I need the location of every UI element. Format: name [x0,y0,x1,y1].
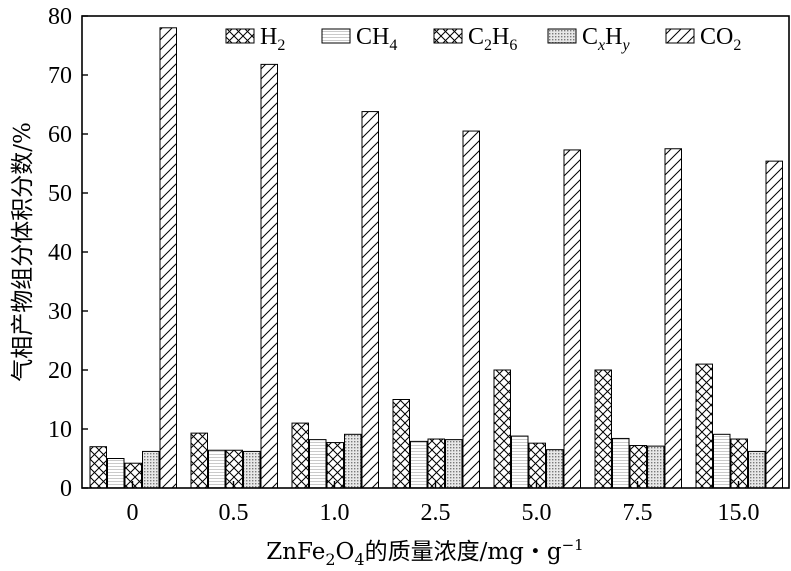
bar-CxHy-0 [142,450,160,489]
bar-CxHy-2.5 [445,439,463,489]
bar-C2H6-0 [124,462,142,489]
legend-swatch-CH4 [321,28,351,44]
y-tick-label: 70 [48,63,72,89]
x-axis-ticks: 0 0.5 1.0 2.5 5.0 7.5 15.0 [127,481,760,526]
bar-CO2-0.5 [260,63,278,489]
bar-C2H6-1.0 [326,442,344,489]
axes-box [81,15,790,489]
bar-CO2-5.0 [563,149,581,489]
y-tick-label: 80 [48,4,72,30]
bar-CH4-5.0 [511,435,529,489]
legend: H2 CH4 C2H6 CxHy CO2 [225,24,741,54]
bar-CxHy-7.5 [647,445,665,489]
y-tick-label: 20 [48,358,72,384]
legend-swatch-H2 [225,28,255,44]
legend-label-CH4: CH4 [356,24,397,54]
x-tick-label: 7.5 [623,500,653,526]
x-tick-label: 2.5 [421,500,451,526]
x-tick-label: 15.0 [718,500,760,526]
bar-H2-0.5 [190,432,208,489]
bar-C2H6-2.5 [427,438,445,489]
legend-swatch-CO2 [665,28,695,44]
bar-CO2-7.5 [664,148,682,489]
legend-label-CO2: CO2 [700,24,741,54]
bar-CxHy-0.5 [243,450,261,489]
bar-H2-15.0 [695,363,713,489]
bar-C2H6-5.0 [528,442,546,489]
x-tick-label: 0.5 [219,500,249,526]
bar-CH4-2.5 [410,440,428,489]
bar-C2H6-15.0 [730,438,748,489]
x-tick-label: 0 [127,500,139,526]
bar-CH4-15.0 [713,433,731,489]
x-axis-label: ZnFe2O4的质量浓度/mg・g−1 [266,536,583,569]
bar-CO2-15.0 [765,160,783,489]
bar-CxHy-5.0 [546,449,564,489]
bar-H2-1.0 [291,422,309,489]
y-tick-label: 40 [48,240,72,266]
bar-CxHy-1.0 [344,433,362,489]
y-tick-label: 60 [48,122,72,148]
bar-H2-0 [89,446,107,489]
x-tick-label: 5.0 [522,500,552,526]
y-tick-label: 50 [48,181,72,207]
bar-CO2-0 [159,27,177,489]
y-axis-ticks: 0 10 20 30 40 50 60 70 80 [48,4,88,502]
y-tick-label: 10 [48,417,72,443]
bar-CO2-2.5 [462,130,480,489]
x-tick-label: 1.0 [320,500,350,526]
bar-CH4-7.5 [612,437,630,489]
bar-H2-7.5 [594,369,612,489]
y-axis-label: 气相产物组分体积分数/% [10,122,36,382]
bar-H2-2.5 [392,399,410,489]
y-tick-label: 30 [48,299,72,325]
bars-layer [89,27,783,489]
bar-C2H6-7.5 [629,445,647,489]
bar-CxHy-15.0 [748,450,766,489]
bar-CH4-0.5 [208,449,226,489]
legend-label-H2: H2 [260,24,285,54]
legend-label-C2H6: C2H6 [468,24,517,54]
legend-label-CxHy: CxHy [582,24,630,54]
bar-CH4-0 [107,458,125,489]
legend-swatch-C2H6 [433,28,463,44]
bar-CH4-1.0 [309,439,327,489]
plot-frame [81,15,790,489]
bar-C2H6-0.5 [225,449,243,489]
legend-swatch-CxHy [547,28,577,44]
bar-H2-5.0 [493,369,511,489]
bar-CO2-1.0 [361,111,379,489]
y-tick-label: 0 [60,476,72,502]
